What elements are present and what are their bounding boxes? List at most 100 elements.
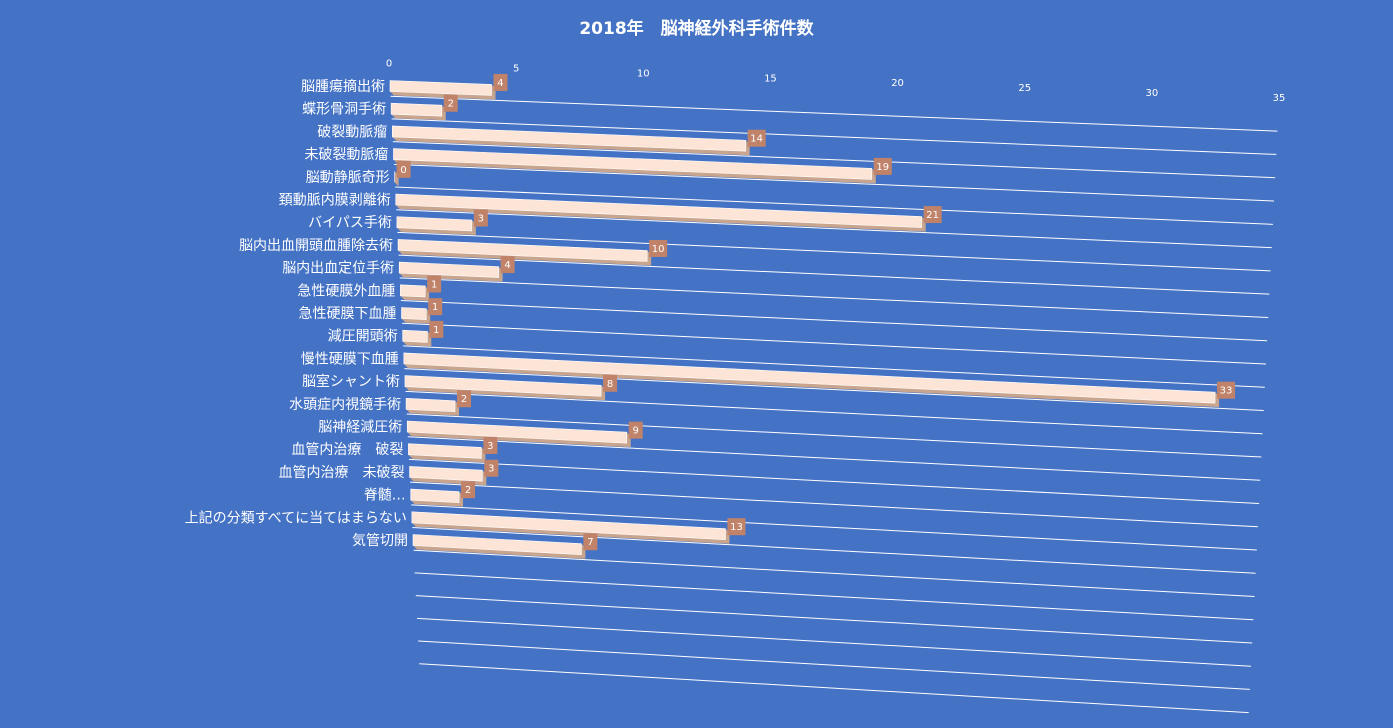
bar <box>389 80 492 96</box>
gridline <box>416 617 1252 667</box>
bar <box>403 352 1216 404</box>
bar <box>390 102 443 117</box>
category-label: 上記の分類すべてに当てはまらない <box>185 509 407 526</box>
data-label: 4 <box>504 260 510 271</box>
category-label: 脳動静脈奇形 <box>306 169 390 186</box>
category-label: 慢性硬膜下血腫 <box>301 350 399 367</box>
data-label: 2 <box>461 394 467 405</box>
data-label-box <box>396 160 411 178</box>
data-label: 1 <box>433 325 439 336</box>
category-label: 脳室シャント術 <box>302 373 400 390</box>
category-label: 気管切開 <box>352 533 408 549</box>
bar <box>397 239 648 262</box>
data-label-box <box>500 256 515 274</box>
data-label: 3 <box>487 441 493 452</box>
data-label: 0 <box>400 165 406 176</box>
category-label: 血管内治療 未破裂 <box>279 464 405 481</box>
category-label: 破裂動脈瘤 <box>317 123 387 140</box>
bar <box>400 284 426 298</box>
data-label-box <box>583 533 598 551</box>
x-tick-label: 25 <box>1018 83 1031 94</box>
category-label: 脳腫瘍摘出術 <box>301 78 385 95</box>
bar <box>405 397 456 413</box>
data-label-box <box>649 239 668 257</box>
data-label-box <box>428 298 443 316</box>
bars <box>389 80 1220 559</box>
gridline <box>398 254 1270 295</box>
bar <box>391 125 746 152</box>
category-label: 急性硬膜外血腫 <box>297 283 395 299</box>
gridline <box>391 118 1277 155</box>
data-label: 9 <box>633 426 639 437</box>
x-tick-label: 35 <box>1273 93 1286 104</box>
bar <box>406 420 628 444</box>
category-label: 脊髄… <box>364 488 406 504</box>
gridline <box>406 413 1262 458</box>
data-label-box <box>603 374 618 392</box>
data-label: 7 <box>587 537 593 548</box>
category-label: 脳神経減圧術 <box>318 419 402 436</box>
gridline <box>400 300 1268 342</box>
gridline <box>405 390 1263 435</box>
data-label: 14 <box>750 134 763 145</box>
x-tick-label: 10 <box>637 68 650 79</box>
bar <box>410 488 460 503</box>
bar <box>398 261 499 278</box>
bar <box>401 307 427 320</box>
category-label: 蝶形骨洞手術 <box>302 102 386 118</box>
data-label-box <box>473 209 488 227</box>
category-label: 水頭症内視鏡手術 <box>289 397 401 413</box>
gridline <box>407 436 1261 481</box>
gridline <box>396 209 1272 249</box>
gridline <box>418 640 1250 690</box>
gridline <box>397 231 1271 272</box>
bar <box>404 375 602 397</box>
gridline <box>393 163 1275 202</box>
data-label: 13 <box>730 522 743 533</box>
data-label-box <box>493 73 508 91</box>
data-label-box <box>483 436 498 454</box>
data-label-box <box>427 275 442 293</box>
data-label: 1 <box>432 302 438 313</box>
data-label: 21 <box>926 210 939 221</box>
gridline <box>408 458 1260 505</box>
data-label-box <box>457 390 472 408</box>
gridline <box>419 663 1249 714</box>
data-label-box <box>923 206 942 224</box>
bar <box>409 466 483 482</box>
gridline <box>395 186 1273 225</box>
data-label: 4 <box>497 78 503 89</box>
gridline <box>410 481 1258 528</box>
data-label-box <box>1217 381 1236 399</box>
bar <box>408 443 482 459</box>
data-label: 10 <box>652 244 665 255</box>
data-label-box <box>429 320 444 338</box>
bar <box>396 216 473 232</box>
x-tick-label: 5 <box>513 64 519 75</box>
gridlines <box>390 95 1278 714</box>
category-label: 血管内治療 破裂 <box>291 441 403 458</box>
gridline <box>413 549 1255 598</box>
data-label: 3 <box>478 213 484 224</box>
data-label-box <box>727 518 746 536</box>
bar <box>402 329 428 343</box>
gridline <box>404 368 1264 412</box>
category-label: バイパス手術 <box>308 215 392 231</box>
category-label: 減圧開頭術 <box>328 328 398 345</box>
bar <box>411 511 726 541</box>
gridline <box>411 504 1257 551</box>
gridline <box>415 595 1253 644</box>
data-label: 2 <box>465 485 471 496</box>
gridline <box>412 527 1256 574</box>
x-tick-label: 20 <box>891 78 904 89</box>
x-tick-label: 0 <box>386 59 392 70</box>
category-label: 未破裂動脈瘤 <box>304 146 388 163</box>
bar <box>393 148 873 180</box>
category-labels: 脳腫瘍摘出術蝶形骨洞手術破裂動脈瘤未破裂動脈瘤脳動静脈奇形頚動脈内膜剥離術バイパ… <box>185 78 408 549</box>
data-label-box <box>628 421 643 439</box>
x-tick-label: 30 <box>1145 88 1158 99</box>
gridline <box>392 141 1276 179</box>
